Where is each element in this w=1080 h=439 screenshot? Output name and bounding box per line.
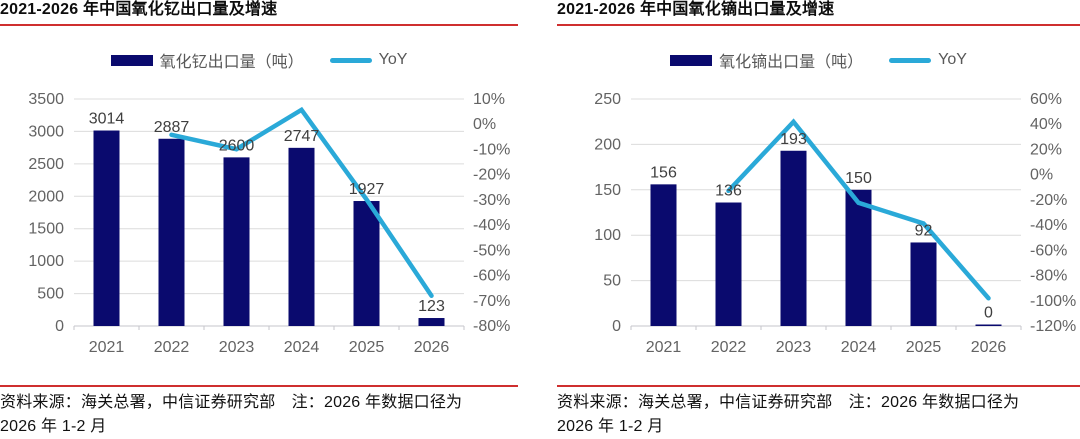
svg-text:2024: 2024	[841, 339, 877, 356]
svg-text:2022: 2022	[154, 339, 190, 356]
svg-text:0: 0	[984, 305, 993, 322]
bar-series-label: 氧化钇出口量（吨）	[159, 54, 304, 71]
line-series-swatch-icon	[889, 57, 932, 63]
svg-text:-80%: -80%	[1030, 268, 1067, 285]
svg-text:-20%: -20%	[1030, 192, 1067, 209]
svg-text:3500: 3500	[28, 91, 64, 108]
chart-title-yttrium: 2021-2026 年中国氧化钇出口量及增速	[0, 0, 518, 26]
svg-text:1000: 1000	[28, 253, 64, 270]
svg-text:2026: 2026	[971, 339, 1007, 356]
svg-text:150: 150	[845, 170, 872, 187]
svg-text:3000: 3000	[28, 123, 64, 140]
svg-text:-30%: -30%	[473, 192, 510, 209]
svg-text:0: 0	[612, 318, 621, 335]
svg-text:2022: 2022	[711, 339, 747, 356]
chart-legend-dysprosium: 氧化镝出口量（吨） YoY	[557, 48, 1080, 72]
svg-text:2021: 2021	[646, 339, 682, 356]
svg-text:2887: 2887	[154, 119, 190, 136]
svg-text:-100%: -100%	[1030, 293, 1076, 310]
svg-text:-40%: -40%	[473, 217, 510, 234]
svg-text:3014: 3014	[89, 111, 125, 128]
line-series-label: YoY	[378, 51, 408, 68]
source-note-yttrium: 资料来源：海关总署，中信证券研究部 注：2026 年数据口径为 2026 年 1…	[0, 385, 518, 439]
svg-text:2025: 2025	[906, 339, 942, 356]
chart-title-dysprosium: 2021-2026 年中国氧化镝出口量及增速	[557, 0, 1080, 26]
svg-text:10%: 10%	[473, 91, 505, 108]
svg-text:250: 250	[594, 91, 621, 108]
source-line-2: 2026 年 1-2 月	[557, 418, 664, 435]
source-line-2: 2026 年 1-2 月	[0, 418, 107, 435]
yttrium-export-chart: 3500 3000 2500 2000 1500 1000 500 0 10% 0% -10% -20…	[28, 91, 510, 356]
svg-text:2023: 2023	[776, 339, 812, 356]
source-line-1: 资料来源：海关总署，中信证券研究部 注：2026 年数据口径为	[557, 394, 1020, 411]
line-series-label: YoY	[938, 51, 967, 68]
svg-text:2024: 2024	[284, 339, 320, 356]
svg-text:-70%: -70%	[473, 293, 510, 310]
bar-series-swatch-icon	[670, 54, 713, 66]
line-series-swatch-icon	[329, 57, 372, 63]
svg-text:2021: 2021	[89, 339, 125, 356]
source-note-dysprosium: 资料来源：海关总署，中信证券研究部 注：2026 年数据口径为 2026 年 1…	[557, 385, 1080, 439]
legend-item-line-series: YoY	[329, 51, 408, 69]
svg-text:150: 150	[594, 182, 621, 199]
svg-text:2000: 2000	[28, 188, 64, 205]
svg-text:0%: 0%	[473, 116, 496, 133]
svg-text:-80%: -80%	[473, 318, 510, 335]
bar-series-label: 氧化镝出口量（吨）	[719, 54, 864, 71]
svg-text:-40%: -40%	[1030, 217, 1067, 234]
legend-item-line-series: YoY	[889, 51, 967, 69]
svg-text:136: 136	[715, 183, 742, 200]
svg-text:500: 500	[37, 286, 64, 303]
panel-yttrium-oxide: 2021-2026 年中国氧化钇出口量及增速 氧化钇出口量（吨） YoY 350…	[0, 0, 518, 439]
svg-text:100: 100	[594, 227, 621, 244]
svg-text:156: 156	[650, 164, 677, 181]
svg-text:-50%: -50%	[473, 242, 510, 259]
svg-text:2500: 2500	[28, 156, 64, 173]
svg-text:-20%: -20%	[473, 167, 510, 184]
svg-text:200: 200	[594, 136, 621, 153]
svg-text:-60%: -60%	[473, 268, 510, 285]
legend-item-bar-series: 氧化镝出口量（吨）	[670, 48, 863, 72]
chart-legend-yttrium: 氧化钇出口量（吨） YoY	[0, 48, 518, 72]
svg-text:2025: 2025	[349, 339, 385, 356]
svg-text:-10%: -10%	[473, 141, 510, 158]
svg-text:60%: 60%	[1030, 91, 1062, 108]
svg-text:92: 92	[915, 222, 933, 239]
source-line-1: 资料来源：海关总署，中信证券研究部 注：2026 年数据口径为	[0, 394, 463, 411]
svg-text:20%: 20%	[1030, 141, 1062, 158]
svg-text:50: 50	[603, 273, 621, 290]
svg-text:-60%: -60%	[1030, 242, 1067, 259]
dysprosium-export-chart: 250 200 150 100 50 0 60% 40% 20% 0% -20% -40% -60% -8…	[594, 91, 1076, 356]
svg-text:2747: 2747	[284, 128, 320, 145]
svg-text:2023: 2023	[219, 339, 255, 356]
svg-text:193: 193	[780, 131, 807, 148]
panel-dysprosium-oxide: 2021-2026 年中国氧化镝出口量及增速 氧化镝出口量（吨） YoY 250…	[557, 0, 1080, 439]
svg-text:2600: 2600	[219, 137, 255, 154]
svg-text:-120%: -120%	[1030, 318, 1076, 335]
svg-text:1927: 1927	[349, 181, 385, 198]
svg-text:0%: 0%	[1030, 167, 1053, 184]
legend-item-bar-series: 氧化钇出口量（吨）	[110, 48, 304, 72]
svg-text:40%: 40%	[1030, 116, 1062, 133]
bar-series-swatch-icon	[110, 54, 153, 66]
svg-text:2026: 2026	[414, 339, 450, 356]
svg-text:0: 0	[55, 318, 64, 335]
svg-text:123: 123	[418, 298, 445, 315]
svg-text:1500: 1500	[28, 221, 64, 238]
